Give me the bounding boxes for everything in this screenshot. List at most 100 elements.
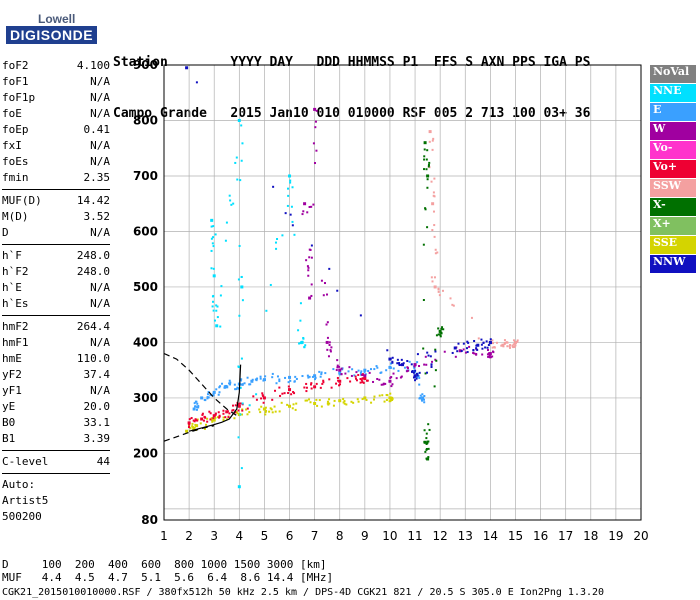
echo-dot xyxy=(308,256,311,259)
echo-dot xyxy=(389,366,392,369)
echo-dot xyxy=(500,344,503,347)
legend-item: NNE xyxy=(650,84,696,102)
x-tick-label: 17 xyxy=(558,529,573,543)
data-point xyxy=(212,390,216,394)
echo-dot xyxy=(416,353,419,356)
echo-dot xyxy=(423,429,426,432)
echo-dot xyxy=(240,357,243,360)
x-tick-label: 9 xyxy=(361,529,369,543)
param-value: N/A xyxy=(90,139,110,152)
data-point xyxy=(423,141,427,145)
echo-dot xyxy=(187,426,190,429)
data-point xyxy=(421,396,425,400)
echo-dot xyxy=(284,212,287,215)
echo-dot xyxy=(486,348,489,351)
echo-dot xyxy=(423,440,426,443)
echo-dot xyxy=(423,158,426,161)
echo-dot xyxy=(430,365,433,368)
echo-dot xyxy=(326,293,329,296)
param-row: yF1 N/A xyxy=(2,383,110,399)
y-tick-label: 600 xyxy=(133,224,158,238)
param-value: N/A xyxy=(90,91,110,104)
echo-dot xyxy=(427,354,430,357)
echo-dot xyxy=(391,361,394,364)
data-point xyxy=(325,340,329,344)
echo-dot xyxy=(369,368,372,371)
echo-dot xyxy=(320,279,323,282)
echo-dot xyxy=(207,396,210,399)
echo-dot xyxy=(427,163,430,166)
echo-dot xyxy=(420,399,423,402)
echo-dot xyxy=(426,226,429,229)
echo-dot xyxy=(423,401,426,404)
echo-dot xyxy=(268,410,271,413)
echo-dot xyxy=(212,300,215,303)
echo-dot xyxy=(338,365,341,368)
data-point xyxy=(250,379,254,383)
x-tick-label: 12 xyxy=(433,529,448,543)
param-row: D N/A xyxy=(2,225,110,241)
echo-dot xyxy=(311,375,314,378)
echo-dot xyxy=(439,335,442,338)
echo-dot xyxy=(487,343,490,346)
echo-dot xyxy=(485,340,488,343)
echo-dot xyxy=(299,302,302,305)
echo-dot xyxy=(352,401,355,404)
param-value: 248.0 xyxy=(76,249,110,262)
echo-dot xyxy=(481,347,484,350)
echo-dot xyxy=(237,365,240,368)
echo-dot xyxy=(475,353,478,356)
echo-dot xyxy=(212,267,215,270)
echo-dot xyxy=(278,410,281,413)
echo-dot xyxy=(390,362,393,365)
echo-dot xyxy=(464,351,467,354)
echo-dot xyxy=(423,148,426,151)
echo-dot xyxy=(391,399,394,402)
echo-dot xyxy=(240,383,243,386)
echo-dot xyxy=(451,351,454,354)
echo-dot xyxy=(202,419,205,422)
echo-dot xyxy=(298,342,301,345)
param-value: N/A xyxy=(90,384,110,397)
echo-dot xyxy=(416,361,419,364)
panel-divider xyxy=(2,450,110,451)
echo-dot xyxy=(428,161,431,164)
echo-dot xyxy=(234,388,237,391)
echo-dot xyxy=(396,358,399,361)
echo-dot xyxy=(305,386,308,389)
echo-dot xyxy=(329,349,332,352)
data-point xyxy=(338,371,342,375)
echo-dot xyxy=(275,382,278,385)
param-value: 264.4 xyxy=(76,320,110,333)
echo-dot xyxy=(264,411,267,414)
echo-dot xyxy=(322,379,325,382)
echo-dot xyxy=(509,344,512,347)
data-point xyxy=(313,385,317,389)
echo-dot xyxy=(274,241,277,244)
echo-dot xyxy=(241,408,244,411)
echo-dot xyxy=(487,352,490,355)
echo-dot xyxy=(310,283,313,286)
echo-dot xyxy=(432,191,435,194)
echo-dot xyxy=(414,369,417,372)
echo-dot xyxy=(303,386,306,389)
param-row: foF1p N/A xyxy=(2,90,110,106)
echo-dot xyxy=(400,375,403,378)
echo-dot xyxy=(514,341,517,344)
echo-dot xyxy=(427,423,430,426)
echo-dot xyxy=(356,398,359,401)
echo-dot xyxy=(314,376,317,379)
echo-dot xyxy=(333,399,336,402)
echo-dot xyxy=(415,377,418,380)
echo-dot xyxy=(329,350,332,353)
echo-dot xyxy=(248,411,251,414)
echo-dot xyxy=(289,181,292,184)
header-line-1: Station YYYY DAY DDD HHMMSS P1 FFS S AXN… xyxy=(113,55,591,70)
echo-dot xyxy=(514,344,517,347)
echo-dot xyxy=(466,340,469,343)
echo-dot xyxy=(212,294,215,297)
echo-dot xyxy=(398,362,401,365)
param-value: 110.0 xyxy=(76,352,110,365)
echo-dot xyxy=(291,224,294,227)
echo-dot xyxy=(412,371,415,374)
